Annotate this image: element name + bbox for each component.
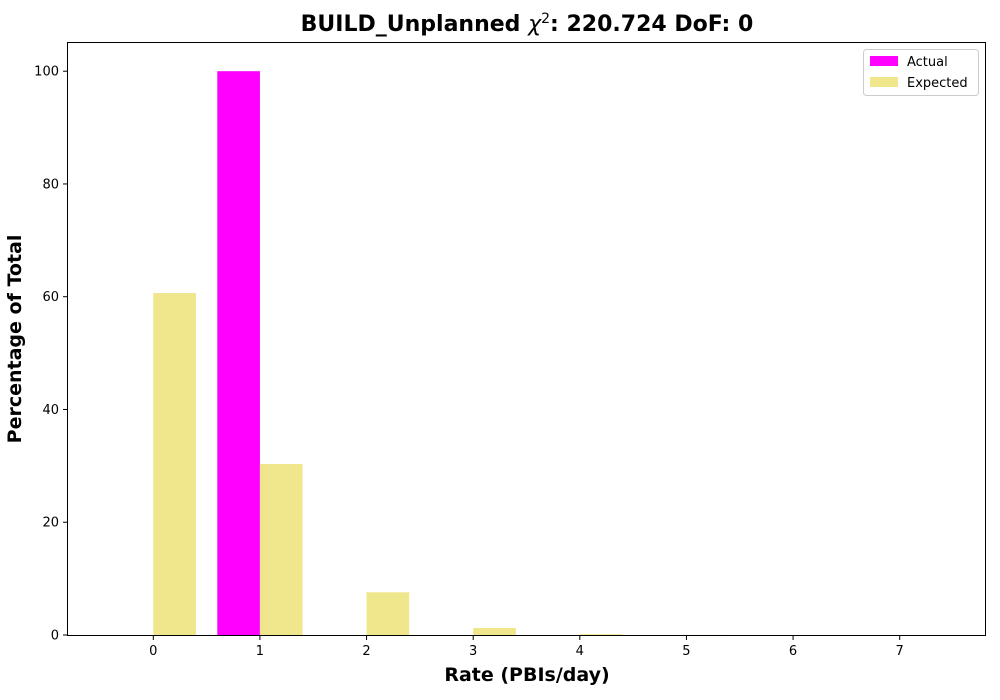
bar-actual-1: [217, 71, 260, 635]
x-tick-label: 0: [149, 644, 157, 659]
plot-frame: [67, 42, 986, 636]
legend: Actual Expected: [863, 49, 979, 96]
x-tick-label: 5: [682, 644, 690, 659]
y-tick-label: 100: [34, 65, 59, 80]
legend-label-expected: Expected: [907, 76, 968, 91]
x-tick-label: 4: [576, 644, 584, 659]
bar-expected-3: [473, 627, 516, 635]
y-axis-label: Percentage of Total: [4, 235, 26, 444]
chart-title: BUILD_Unplanned χ2: 220.724 DoF: 0: [301, 11, 754, 37]
bar-expected-1: [259, 463, 303, 635]
bar-expected-2: [366, 592, 410, 635]
legend-swatch-expected: [870, 77, 898, 87]
y-tick-label: 60: [42, 290, 59, 305]
y-tick-label: 40: [42, 403, 59, 418]
legend-swatch-actual: [870, 56, 898, 66]
y-tick-label: 20: [42, 516, 59, 531]
x-tick-label: 2: [362, 644, 370, 659]
y-tick-label: 80: [42, 177, 59, 192]
x-tick-label: 7: [896, 644, 904, 659]
x-tick-label: 6: [789, 644, 797, 659]
x-axis-label: Rate (PBIs/day): [444, 664, 609, 686]
bar-expected-4: [579, 634, 623, 635]
bar-expected-0: [153, 293, 196, 635]
legend-label-actual: Actual: [907, 55, 948, 70]
y-tick-label: 0: [51, 629, 59, 644]
y-axis-ticks: 0 20 40 60 80 100: [34, 65, 68, 644]
x-tick-label: 1: [256, 644, 264, 659]
x-tick-label: 3: [469, 644, 477, 659]
x-axis-ticks: 0 1 2 3 4 5 6 7: [149, 635, 904, 659]
bars-group: [153, 71, 730, 635]
